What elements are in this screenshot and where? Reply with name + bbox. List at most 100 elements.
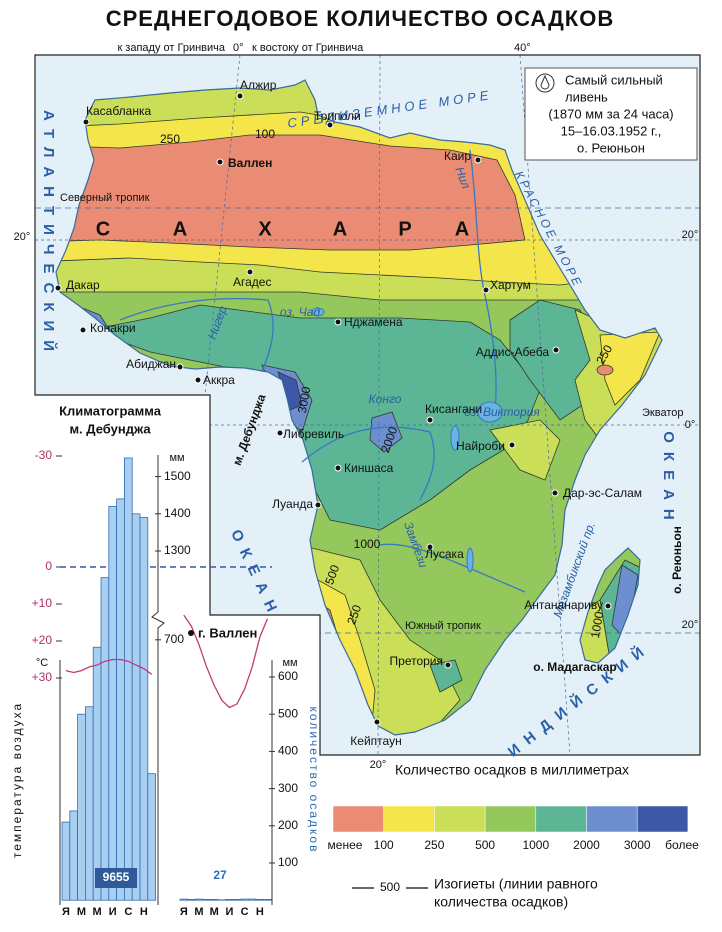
legend-swatch bbox=[636, 805, 689, 833]
water-label: АТЛАНТИЧЕСКИЙ bbox=[40, 110, 58, 360]
legend-label: 1000 bbox=[522, 838, 549, 852]
city-marker bbox=[314, 501, 322, 509]
y2-tick-label: 600 bbox=[278, 669, 298, 683]
precipitation-bar bbox=[92, 646, 102, 901]
water-label: оз. Чад bbox=[280, 305, 321, 319]
isohyet-label: 250 bbox=[160, 132, 180, 146]
precipitation-zone bbox=[56, 134, 526, 251]
y-tick-label: 0 bbox=[45, 559, 52, 573]
city-label: Претория bbox=[390, 654, 443, 668]
y-tick-label: -30 bbox=[35, 448, 53, 462]
legend-label: более bbox=[665, 838, 699, 852]
city-marker bbox=[474, 156, 482, 164]
place-label: о. Мадагаскар bbox=[533, 660, 616, 674]
y-tick-label: +10 bbox=[32, 596, 53, 610]
river bbox=[469, 149, 497, 411]
precipitation-zone bbox=[489, 419, 561, 481]
legend-title: Количество осадков в миллиметрах bbox=[395, 762, 629, 778]
legend-label: 100 bbox=[374, 838, 394, 852]
month-label: И bbox=[109, 906, 117, 918]
y-tick-label: +30 bbox=[32, 670, 53, 684]
city-label: Антананариву bbox=[524, 598, 603, 612]
month-label: Я bbox=[180, 906, 188, 918]
chart-title: Климатограмма bbox=[59, 403, 162, 418]
city-marker bbox=[188, 630, 194, 636]
unit-label: мм bbox=[282, 657, 297, 669]
precipitation-bar bbox=[61, 821, 71, 901]
city-marker bbox=[604, 602, 612, 610]
record-text: Самый сильный bbox=[565, 72, 663, 87]
graticule-label: 0° bbox=[233, 42, 244, 54]
precipitation-bar bbox=[232, 899, 242, 901]
precipitation-bar bbox=[179, 898, 188, 901]
city-marker bbox=[326, 121, 334, 129]
city-label: Аккра bbox=[203, 373, 235, 387]
graticule-line-label: Экватор bbox=[642, 407, 683, 419]
title: СРЕДНЕГОДОВОЕ КОЛИЧЕСТВО ОСАДКОВ bbox=[106, 6, 614, 31]
precipitation-bar bbox=[108, 505, 118, 901]
precipitation-zone bbox=[429, 659, 463, 693]
precipitation-bar bbox=[124, 457, 133, 901]
place-label: о. Реюньон bbox=[670, 526, 684, 594]
city-marker bbox=[334, 464, 342, 472]
graticule-label: 20° bbox=[682, 619, 699, 631]
desert-letter: А bbox=[173, 218, 187, 240]
record-text: о. Реюньон bbox=[577, 140, 645, 155]
city-marker bbox=[551, 489, 559, 497]
annual-total: 27 bbox=[213, 868, 227, 882]
axis-title: температура воздуха bbox=[10, 702, 24, 858]
city-marker bbox=[508, 441, 516, 449]
precipitation-bar bbox=[255, 899, 264, 901]
month-label: М bbox=[210, 906, 219, 918]
legend-swatch bbox=[535, 805, 587, 833]
graticule-label: 0° bbox=[685, 419, 696, 431]
city-marker bbox=[79, 326, 87, 334]
chart-title: м. Дебунджа bbox=[69, 421, 151, 436]
water-label: ОКЕАН bbox=[660, 431, 677, 529]
graticule-line-label: Южный тропик bbox=[405, 620, 481, 632]
precipitation-bar bbox=[139, 517, 149, 901]
chart-title: г. Валлен bbox=[198, 625, 257, 640]
precipitation-zone bbox=[369, 411, 403, 453]
precipitation-bar bbox=[116, 498, 125, 901]
lake bbox=[466, 547, 474, 573]
record-text: ливень bbox=[565, 89, 608, 104]
month-label: Н bbox=[256, 906, 264, 918]
isohyet-label: 100 bbox=[255, 127, 275, 141]
precipitation-bar bbox=[240, 898, 249, 901]
city-label: Нджамена bbox=[344, 315, 403, 329]
month-label: М bbox=[77, 906, 86, 918]
y2-tick-label: 1400 bbox=[164, 506, 191, 520]
legend-label: 500 bbox=[475, 838, 495, 852]
isohyet-label: 1000 bbox=[588, 610, 606, 639]
city-marker bbox=[194, 376, 202, 384]
precipitation-bar bbox=[100, 577, 110, 901]
city-marker bbox=[444, 661, 452, 669]
y-tick-label: +20 bbox=[32, 633, 53, 647]
city-marker bbox=[176, 363, 184, 371]
river bbox=[119, 297, 274, 373]
desert-letter: Х bbox=[258, 218, 272, 240]
legend-label: 250 bbox=[424, 838, 444, 852]
city-marker bbox=[216, 158, 224, 166]
coastline bbox=[579, 547, 641, 664]
city-label: Алжир bbox=[240, 78, 277, 92]
legend-swatch bbox=[434, 805, 486, 833]
legend-swatch bbox=[332, 805, 384, 833]
graticule-line bbox=[377, 55, 381, 755]
y2-tick-label: 500 bbox=[278, 706, 298, 720]
lake bbox=[311, 307, 325, 317]
city-label: Абиджан bbox=[126, 357, 176, 371]
precipitation-bar bbox=[85, 706, 94, 901]
y2-tick-label: 700 bbox=[164, 632, 184, 646]
graticule-line bbox=[204, 55, 241, 396]
city-label: Валлен bbox=[228, 156, 272, 170]
y2-tick-label: 1500 bbox=[164, 469, 191, 483]
lake bbox=[477, 401, 503, 423]
city-marker bbox=[482, 286, 490, 294]
water-label: оз. Виктория bbox=[464, 405, 540, 419]
legend-text: Изогиеты (линии равного bbox=[434, 876, 598, 892]
city-marker bbox=[82, 118, 90, 126]
precipitation-bar bbox=[69, 810, 79, 901]
